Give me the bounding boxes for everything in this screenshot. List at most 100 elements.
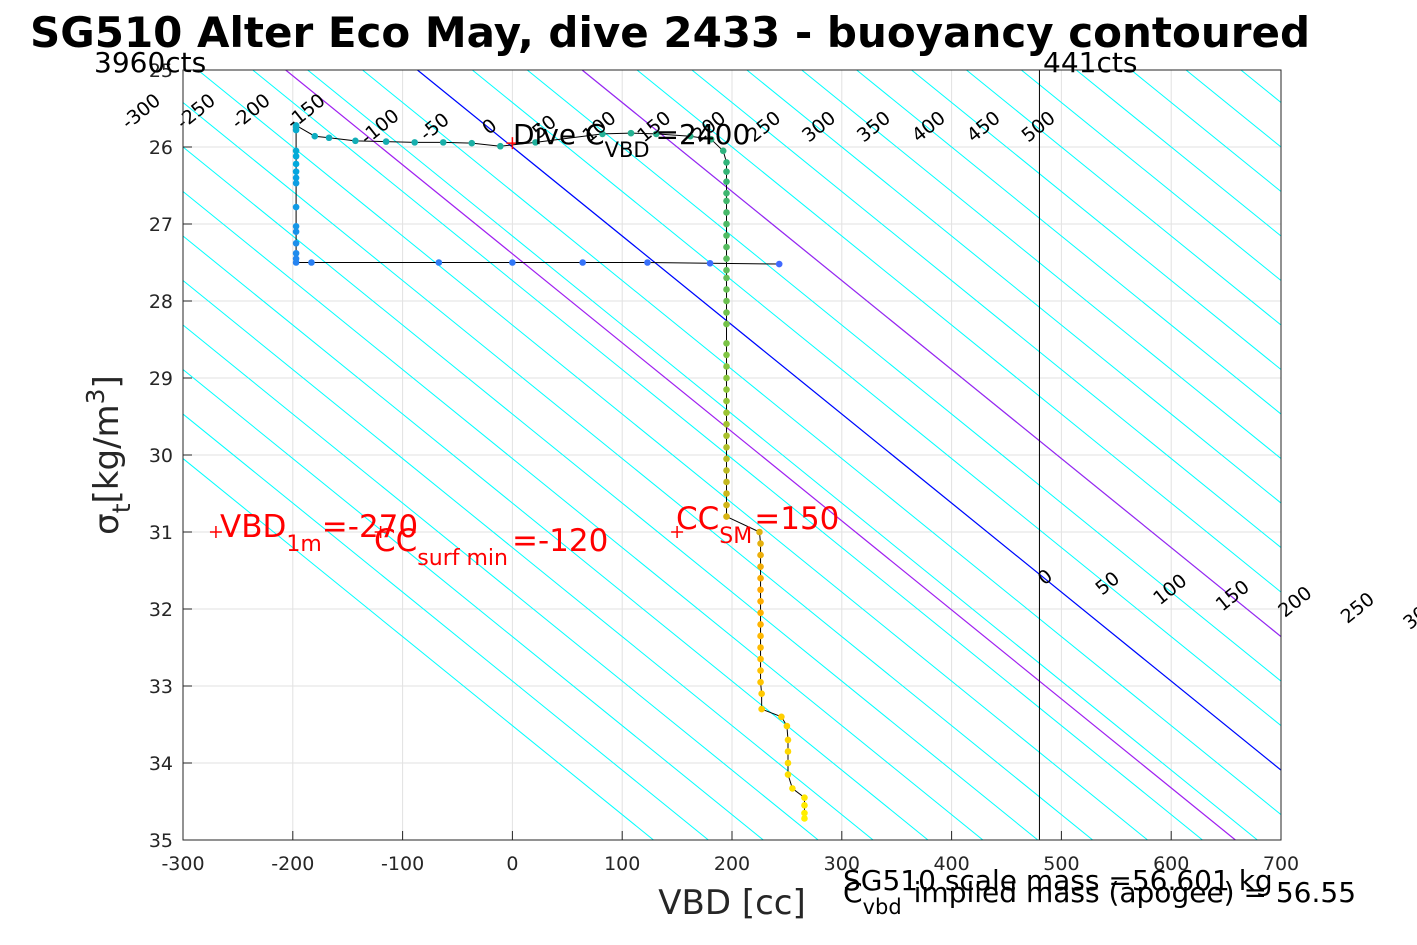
y-axis-label: σt[kg/m3] xyxy=(81,375,136,535)
track-point xyxy=(757,540,764,547)
x-tick-label: -200 xyxy=(271,853,314,875)
contour-line xyxy=(966,70,1281,326)
y-tick-label: 33 xyxy=(149,676,173,698)
track-point xyxy=(723,168,730,175)
track-point xyxy=(757,586,764,594)
vbd1m-sub: 1m xyxy=(286,532,321,557)
ccsurf-value: =-120 xyxy=(512,523,608,559)
x-tick-label: 0 xyxy=(506,853,518,875)
track-point xyxy=(707,136,715,143)
track-point xyxy=(411,139,418,146)
y-tick-label: 27 xyxy=(149,214,173,236)
y-label-sub: t xyxy=(107,503,136,513)
track-point xyxy=(644,259,651,266)
contour-line xyxy=(183,101,1094,840)
vbd1m-value: =-270 xyxy=(322,509,418,545)
contour-line xyxy=(1406,70,1417,840)
track-point xyxy=(311,132,319,140)
track-point xyxy=(723,490,730,497)
ccsurf-annotation: CCsurf min =-120 xyxy=(374,523,608,571)
c-vbd-sub: VBD xyxy=(605,138,650,162)
track-point xyxy=(599,130,606,138)
y-tick-label: 29 xyxy=(149,368,173,390)
contour-line xyxy=(472,70,1281,727)
track-point xyxy=(292,168,300,175)
track-point xyxy=(468,139,476,147)
vbd-count-left: 3960cts xyxy=(94,46,206,79)
track-point xyxy=(783,722,791,730)
track-point xyxy=(784,736,792,744)
contour-line xyxy=(911,70,1281,371)
track-point xyxy=(292,203,300,211)
track-point xyxy=(509,259,516,266)
track-point xyxy=(292,152,300,160)
ccsm-main: CC xyxy=(676,501,719,537)
dive-track-points xyxy=(292,122,808,822)
cvbd-main: C xyxy=(843,876,863,909)
contour-line xyxy=(183,235,929,840)
track-point xyxy=(723,209,730,216)
y-tick-label: 35 xyxy=(149,830,173,852)
track-point xyxy=(723,178,730,185)
track-point xyxy=(723,220,730,228)
track-point xyxy=(723,297,730,305)
track-point xyxy=(723,255,730,262)
track-point xyxy=(757,598,764,605)
track-point xyxy=(784,748,792,755)
track-point xyxy=(723,351,730,359)
track-point xyxy=(497,142,504,150)
track-point xyxy=(723,363,730,370)
track-point xyxy=(532,139,539,146)
track-point xyxy=(308,259,315,266)
y-axis: 26 27 28 29 30 31 32 33 34 35 25 xyxy=(149,60,192,852)
buoyancy-contours xyxy=(183,70,1417,840)
vbd1m-main: VBD xyxy=(220,509,286,545)
track-point xyxy=(723,420,730,428)
x-tick-label: 600 xyxy=(1153,853,1189,875)
ccsm-annotation: CCSM=150 xyxy=(676,501,839,549)
implied-mass-value: implied mass (apogee) = 56.55 xyxy=(914,876,1356,909)
cvbd-sub: vbd xyxy=(863,895,902,919)
track-point xyxy=(325,134,333,142)
track-point xyxy=(292,174,300,182)
contour-line xyxy=(1021,70,1281,282)
y-label-unit: [kg/m xyxy=(87,404,127,503)
contour-line xyxy=(636,70,1281,593)
contour-labels: -300 -250 -200 -150 -100 -50 0 50 100 150 200 250 30… xyxy=(118,89,1417,634)
y-tick-label: 25 xyxy=(149,60,173,82)
track-point xyxy=(723,340,730,347)
track-point xyxy=(757,655,764,663)
track-point xyxy=(292,249,300,257)
track-point xyxy=(801,809,808,817)
x-tick-label: -300 xyxy=(161,853,204,875)
track-point xyxy=(758,705,765,713)
track-point xyxy=(292,223,300,230)
ccsurf-sub: surf min xyxy=(417,546,508,571)
track-point xyxy=(757,632,764,640)
track-point xyxy=(801,794,808,801)
grid xyxy=(182,70,1282,841)
track-point xyxy=(723,444,730,451)
x-axis: -300 -200 -100 0 100 200 300 400 500 600 700 xyxy=(161,831,1299,875)
vbd1m-annotation: VBD1m=-270 xyxy=(220,509,418,557)
contour-line xyxy=(183,457,654,840)
x-axis-label: VBD [cc] xyxy=(658,883,806,923)
contour-line xyxy=(183,413,709,840)
contour-line xyxy=(801,70,1281,460)
y-label-close: ] xyxy=(87,375,127,388)
track-point xyxy=(757,609,764,617)
y-tick-label: 32 xyxy=(149,599,173,621)
y-tick-label: 30 xyxy=(149,445,173,467)
track-point xyxy=(627,129,635,137)
reference-lines xyxy=(285,70,1281,840)
reference-line-neg120 xyxy=(285,70,1236,840)
track-point xyxy=(723,432,730,440)
track-point xyxy=(723,286,730,293)
reference-line-0 xyxy=(417,70,1281,771)
ccsm-sub: SM xyxy=(719,524,752,549)
track-point xyxy=(723,309,730,316)
track-point xyxy=(801,815,808,822)
contour-line xyxy=(183,146,1039,840)
contour-line xyxy=(183,368,764,840)
